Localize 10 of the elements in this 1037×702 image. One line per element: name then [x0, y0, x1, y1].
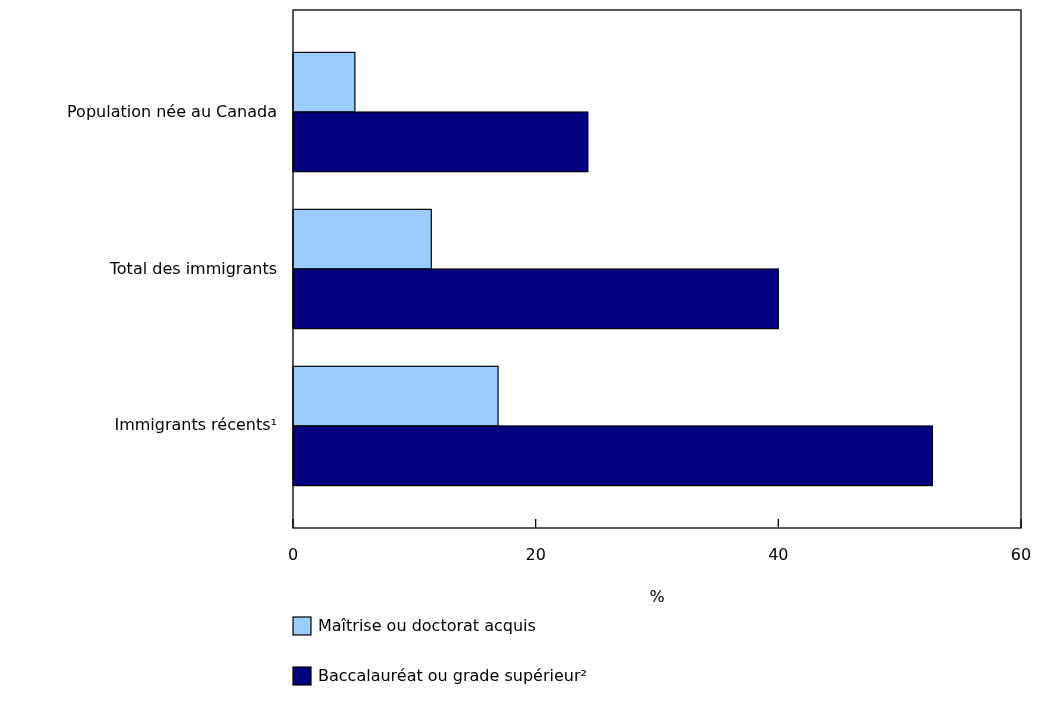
- x-tick-label: 20: [525, 545, 546, 564]
- y-tick-label: Population née au Canada: [67, 101, 277, 121]
- legend-label: Maîtrise ou doctorat acquis: [318, 615, 536, 635]
- x-axis-title: %: [649, 587, 665, 606]
- y-tick-label: Immigrants récents¹: [114, 415, 277, 435]
- x-tick-label: 60: [1010, 545, 1032, 564]
- y-tick-label: Total des immigrants: [108, 258, 277, 278]
- x-tick-label: 40: [768, 545, 789, 564]
- x-tick-label: 0: [287, 545, 299, 564]
- legend-label: Baccalauréat ou grade supérieur²: [318, 665, 587, 685]
